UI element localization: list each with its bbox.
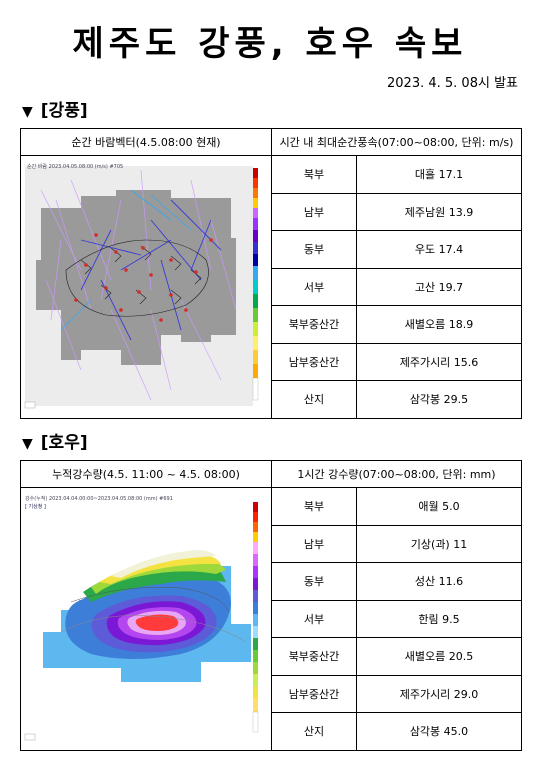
section-wind: ▼ [강풍] <box>22 96 88 121</box>
rain-table-header: 1시간 강수량(07:00~08:00, 단위: mm) <box>271 460 522 488</box>
wind-value: 제주남원 13.9 <box>356 192 522 231</box>
wind-value: 삼각봉 29.5 <box>356 380 522 419</box>
wind-region: 남부중산간 <box>271 342 357 381</box>
wind-value: 새별오름 18.9 <box>356 305 522 344</box>
rain-value: 기상(과) 11 <box>356 524 522 563</box>
wind-region: 남부 <box>271 192 357 231</box>
wind-region: 북부 <box>271 155 357 194</box>
wind-map-cell: 순간 바람 2023.04.05.08:00 (m/s) #705 <box>20 155 272 419</box>
triangle-down-icon: ▼ <box>22 104 33 120</box>
wind-value: 제주가시리 15.6 <box>356 342 522 381</box>
wind-value: 고산 19.7 <box>356 267 522 306</box>
wind-value: 대흘 17.1 <box>356 155 522 194</box>
rain-map-tag: [ 기상청 ] <box>25 503 46 510</box>
wind-region: 서부 <box>271 267 357 306</box>
section-rain: ▼ [호우] <box>22 428 88 453</box>
rain-value: 한림 9.5 <box>356 599 522 638</box>
section-rain-title: [호우] <box>40 433 88 453</box>
wind-map-caption: 순간 바람 2023.04.05.08:00 (m/s) #705 <box>27 163 123 170</box>
rain-accumulation-map: 강수(누적) 2023.04.04.00:00~2023.04.05.08:00… <box>21 491 271 746</box>
wind-vector-map: 순간 바람 2023.04.05.08:00 (m/s) #705 <box>21 159 271 414</box>
rain-map-caption: 강수(누적) 2023.04.04.00:00~2023.04.05.08:00… <box>25 495 173 502</box>
wind-table-header: 시간 내 최대순간풍속(07:00~08:00, 단위: m/s) <box>271 128 522 156</box>
rain-region: 북부중산간 <box>271 637 357 676</box>
wind-region: 동부 <box>271 230 357 269</box>
rain-value: 성산 11.6 <box>356 562 522 601</box>
rain-map-cell: 강수(누적) 2023.04.04.00:00~2023.04.05.08:00… <box>20 487 272 751</box>
section-wind-title: [강풍] <box>40 101 88 121</box>
rain-value: 삼각봉 45.0 <box>356 712 522 751</box>
rain-value: 제주가시리 29.0 <box>356 674 522 713</box>
rain-region: 서부 <box>271 599 357 638</box>
rain-region: 남부중산간 <box>271 674 357 713</box>
triangle-down-icon: ▼ <box>22 436 33 452</box>
wind-region: 북부중산간 <box>271 305 357 344</box>
rain-region: 남부 <box>271 524 357 563</box>
rain-region: 산지 <box>271 712 357 751</box>
rain-value: 애월 5.0 <box>356 487 522 526</box>
rain-region: 북부 <box>271 487 357 526</box>
page-title: 제주도 강풍, 호우 속보 <box>72 24 468 64</box>
issue-datetime: 2023. 4. 5. 08시 발표 <box>387 76 518 91</box>
wind-map-header: 순간 바람벡터(4.5.08:00 현재) <box>20 128 272 156</box>
wind-value: 우도 17.4 <box>356 230 522 269</box>
rain-map-header: 누적강수량(4.5. 11:00 ~ 4.5. 08:00) <box>20 460 272 488</box>
rain-region: 동부 <box>271 562 357 601</box>
wind-region: 산지 <box>271 380 357 419</box>
rain-value: 새별오름 20.5 <box>356 637 522 676</box>
wind-table: 순간 바람벡터(4.5.08:00 현재) 시간 내 최대순간풍속(07:00~… <box>20 128 522 419</box>
rain-table: 누적강수량(4.5. 11:00 ~ 4.5. 08:00) 1시간 강수량(0… <box>20 460 522 751</box>
